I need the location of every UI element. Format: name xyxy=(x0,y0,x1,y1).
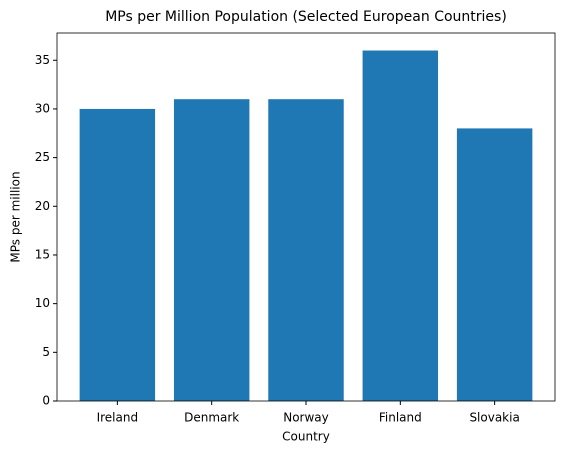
y-tick-label: 30 xyxy=(35,101,50,115)
y-tick-label: 10 xyxy=(35,296,50,310)
x-tick-label: Norway xyxy=(283,411,329,425)
x-tick-label: Ireland xyxy=(97,411,139,425)
bar xyxy=(173,99,250,402)
plot-frame xyxy=(56,32,556,402)
chart-title: MPs per Million Population (Selected Eur… xyxy=(105,9,507,25)
bar xyxy=(79,108,156,401)
y-tick-label: 0 xyxy=(42,394,50,408)
y-tick-label: 15 xyxy=(35,247,50,261)
y-axis-label: MPs per million xyxy=(9,171,23,262)
y-tick-label: 25 xyxy=(35,150,50,164)
bar xyxy=(362,50,439,402)
y-tick-label: 5 xyxy=(42,345,50,359)
x-tick-label: Finland xyxy=(379,411,422,425)
bar xyxy=(456,128,533,401)
x-axis-label: Country xyxy=(282,430,330,444)
y-tick-label: 35 xyxy=(35,53,50,67)
x-tick-label: Slovakia xyxy=(469,411,519,425)
bar xyxy=(268,99,344,402)
y-tick-label: 20 xyxy=(35,199,50,213)
x-tick-label: Denmark xyxy=(184,411,239,425)
